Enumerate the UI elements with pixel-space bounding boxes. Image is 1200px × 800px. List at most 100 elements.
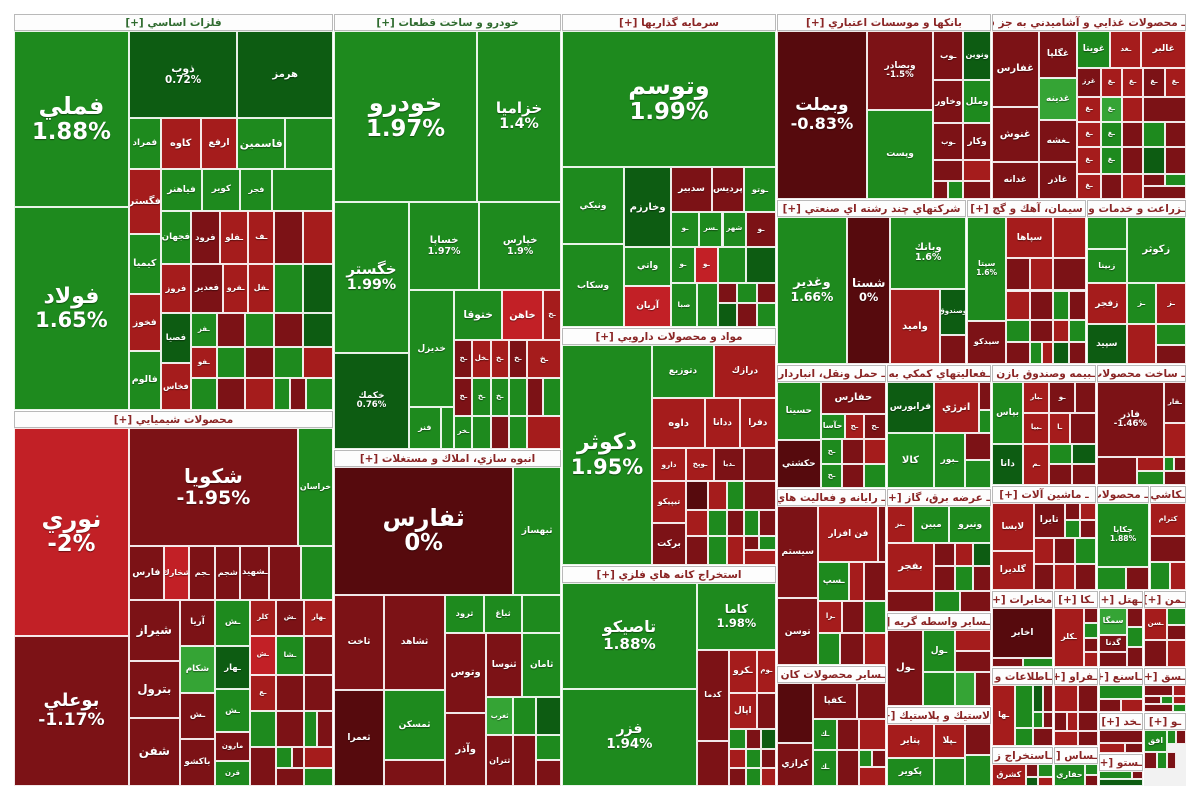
stock-cell-شفن[interactable]: شفن <box>128 717 180 786</box>
stock-cell[interactable] <box>743 481 776 510</box>
stock-cell[interactable] <box>743 536 759 550</box>
stock-cell[interactable] <box>1167 752 1177 770</box>
stock-cell-ـغ[interactable]: ـغ <box>1077 96 1101 122</box>
stock-cell[interactable] <box>743 510 759 537</box>
stock-cell[interactable] <box>304 768 333 786</box>
stock-cell[interactable] <box>1174 457 1186 471</box>
stock-cell[interactable] <box>686 510 708 537</box>
stock-cell-بفجر[interactable]: بفجر <box>887 543 934 591</box>
stock-cell-فعدير[interactable]: فعدير <box>191 264 223 314</box>
stock-cell[interactable] <box>440 407 455 449</box>
stock-cell-كشرق[interactable]: كشرق <box>992 764 1026 786</box>
stock-cell-فنر[interactable]: فنر <box>408 407 441 449</box>
stock-cell[interactable] <box>1084 764 1098 775</box>
stock-cell[interactable] <box>954 651 991 672</box>
stock-cell[interactable] <box>272 169 333 212</box>
stock-cell-كاوه[interactable]: كاوه <box>160 118 201 170</box>
stock-cell-ـخ[interactable]: ـخ <box>490 340 509 378</box>
stock-cell-ثفارس[interactable]: ثفارس 0% <box>334 467 514 595</box>
stock-cell[interactable] <box>1164 121 1186 147</box>
stock-cell-ثرود[interactable]: ثرود <box>445 594 484 633</box>
stock-cell-ـك[interactable]: ـك <box>812 749 837 786</box>
sector-header-misc-sato[interactable]: ـستو [+] <box>1099 754 1143 771</box>
sector-header-retail[interactable]: ـو [+] <box>1144 713 1186 730</box>
stock-cell[interactable] <box>728 749 747 768</box>
sector-header-misc-sagh[interactable]: ـسق [+] <box>1144 668 1186 685</box>
stock-cell-ثتران[interactable]: ثتران <box>486 734 514 786</box>
stock-cell[interactable] <box>933 590 960 612</box>
stock-cell[interactable] <box>1070 412 1096 444</box>
sector-header-rubber-plastic[interactable]: لاستيك و پلاستيك [+] <box>887 707 991 724</box>
stock-cell[interactable] <box>1078 685 1098 713</box>
stock-cell-ـش[interactable]: ـش <box>214 599 251 647</box>
stock-cell[interactable] <box>1167 730 1177 744</box>
stock-cell[interactable] <box>250 710 276 747</box>
stock-cell-فاسمين[interactable]: فاسمين <box>237 118 286 170</box>
stock-cell-مبين[interactable]: مبين <box>913 506 950 544</box>
stock-cell[interactable] <box>887 590 934 612</box>
sector-header-other-intermediation[interactable]: ـساير واسطه گريه [+] <box>887 613 991 630</box>
stock-cell[interactable] <box>273 313 303 348</box>
stock-cell-وخارزم[interactable]: وخارزم <box>624 167 672 248</box>
stock-cell[interactable] <box>305 377 333 410</box>
sector-header-misc-asna[interactable]: ـاسنع [+] <box>1099 668 1143 685</box>
stock-cell[interactable] <box>1075 382 1096 413</box>
stock-cell[interactable] <box>965 460 991 488</box>
stock-cell[interactable] <box>1132 771 1143 780</box>
stock-cell[interactable] <box>743 549 776 565</box>
stock-cell[interactable] <box>965 432 991 461</box>
stock-cell[interactable] <box>273 377 290 410</box>
stock-cell-انرژي[interactable]: انرژي <box>933 382 979 433</box>
stock-cell[interactable] <box>686 536 708 565</box>
stock-cell-سمگا[interactable]: سمگا <box>1099 608 1128 635</box>
stock-cell-ـوب[interactable]: ـوب <box>933 123 964 161</box>
stock-cell[interactable] <box>963 160 991 181</box>
stock-cell-فرود[interactable]: فرود <box>191 211 220 265</box>
stock-cell-سيستم[interactable]: سيستم <box>777 506 819 599</box>
stock-cell-ـع[interactable]: ـع <box>250 675 276 711</box>
stock-cell[interactable] <box>948 180 964 199</box>
stock-cell[interactable] <box>965 724 991 755</box>
stock-cell[interactable] <box>978 409 991 433</box>
stock-cell-كوير[interactable]: كوير <box>202 169 241 212</box>
stock-cell-ـخل[interactable]: ـخل <box>472 340 491 378</box>
stock-cell[interactable] <box>1143 121 1165 147</box>
stock-cell-حكشتي[interactable]: حكشتي <box>777 440 821 488</box>
stock-cell[interactable] <box>836 719 859 750</box>
stock-cell[interactable] <box>1064 503 1081 521</box>
stock-cell[interactable] <box>216 377 246 410</box>
stock-cell[interactable] <box>864 463 886 488</box>
stock-cell[interactable] <box>1163 457 1175 471</box>
stock-cell[interactable] <box>275 768 305 786</box>
stock-cell-ـبز[interactable]: ـبز <box>887 506 913 544</box>
stock-cell[interactable] <box>1006 319 1031 342</box>
stock-cell[interactable] <box>1100 173 1122 199</box>
stock-cell[interactable] <box>216 347 246 378</box>
stock-cell-وتوسم[interactable]: وتوسم 1.99% <box>562 31 776 168</box>
stock-cell[interactable] <box>728 767 747 786</box>
stock-cell[interactable] <box>756 282 776 304</box>
stock-cell[interactable] <box>858 719 886 750</box>
stock-cell[interactable] <box>1069 341 1086 364</box>
stock-cell-ـسپ[interactable]: ـسپ <box>818 561 849 602</box>
stock-cell-ـز[interactable]: ـز <box>1126 283 1157 325</box>
stock-cell[interactable] <box>1143 96 1186 122</box>
stock-cell-ـخ[interactable]: ـخ <box>454 377 473 416</box>
stock-cell-ـرا[interactable]: ـرا <box>818 601 843 634</box>
stock-cell-ـش[interactable]: ـش <box>179 692 215 740</box>
stock-cell-وخاور[interactable]: وخاور <box>933 79 964 124</box>
stock-cell[interactable] <box>933 160 964 181</box>
stock-cell[interactable] <box>1173 685 1186 696</box>
stock-cell-شيراز[interactable]: شيراز <box>128 599 180 661</box>
stock-cell[interactable] <box>954 630 991 652</box>
stock-cell[interactable] <box>1049 464 1073 485</box>
stock-cell-خكمك[interactable]: خكمك 0.76% <box>334 352 409 449</box>
stock-cell[interactable] <box>273 347 303 378</box>
sector-header-hotel[interactable]: ـهتل [+] <box>1099 591 1143 608</box>
stock-cell-دكوثر[interactable]: دكوثر 1.95% <box>562 345 652 565</box>
sector-header-cement[interactable]: سيمان، آهك و گچ [+] <box>967 200 1086 217</box>
stock-cell-فالوم[interactable]: فالوم <box>128 351 161 410</box>
stock-cell-ـكرو[interactable]: ـكرو <box>728 649 757 693</box>
stock-cell[interactable] <box>1125 742 1143 753</box>
stock-cell[interactable] <box>707 510 727 537</box>
